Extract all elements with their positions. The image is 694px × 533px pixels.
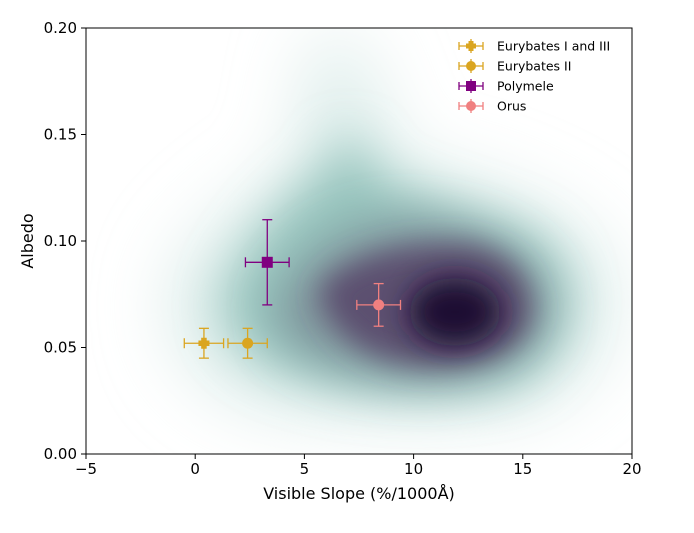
legend-label: Eurybates II [497,59,571,74]
point-marker [261,256,273,268]
data-point [227,327,268,359]
density-background [174,28,611,412]
point-marker [373,299,385,311]
y-tick-label: 0.05 [44,339,77,357]
data-point [356,282,402,327]
x-tick-label: 10 [404,460,423,478]
legend-label: Orus [497,99,526,114]
legend-marker [466,101,476,111]
y-tick-label: 0.00 [44,445,77,463]
point-marker [198,337,210,349]
x-tick-label: 5 [300,460,310,478]
data-points [183,219,402,359]
legend-label: Eurybates I and III [497,39,610,54]
y-tick-label: 0.20 [44,19,77,37]
y-tick-label: 0.10 [44,232,77,250]
legend-marker [466,81,476,91]
data-point [183,327,225,359]
x-axis-label: Visible Slope (%/1000Å) [263,484,455,503]
legend-entry: Eurybates I and III [458,39,610,54]
legend: Eurybates I and III Eurybates II Polymele O… [458,39,610,114]
x-tick-label: 15 [513,460,532,478]
data-point [244,219,290,306]
y-tick-label: 0.15 [44,126,77,144]
legend-marker [466,41,476,51]
x-tick-label: −5 [75,460,97,478]
legend-entry: Eurybates II [458,59,571,74]
y-axis-label: Albedo [18,213,37,268]
legend-entry: Orus [458,99,526,114]
x-tick-label: 0 [190,460,200,478]
legend-label: Polymele [497,79,554,94]
point-marker [242,337,254,349]
axis-ticks: −5 0 5 10 15 20 0.00 0.05 0.10 0.15 0.20 [44,19,642,478]
x-tick-label: 20 [622,460,641,478]
legend-marker [466,61,476,71]
legend-entry: Polymele [458,79,554,94]
